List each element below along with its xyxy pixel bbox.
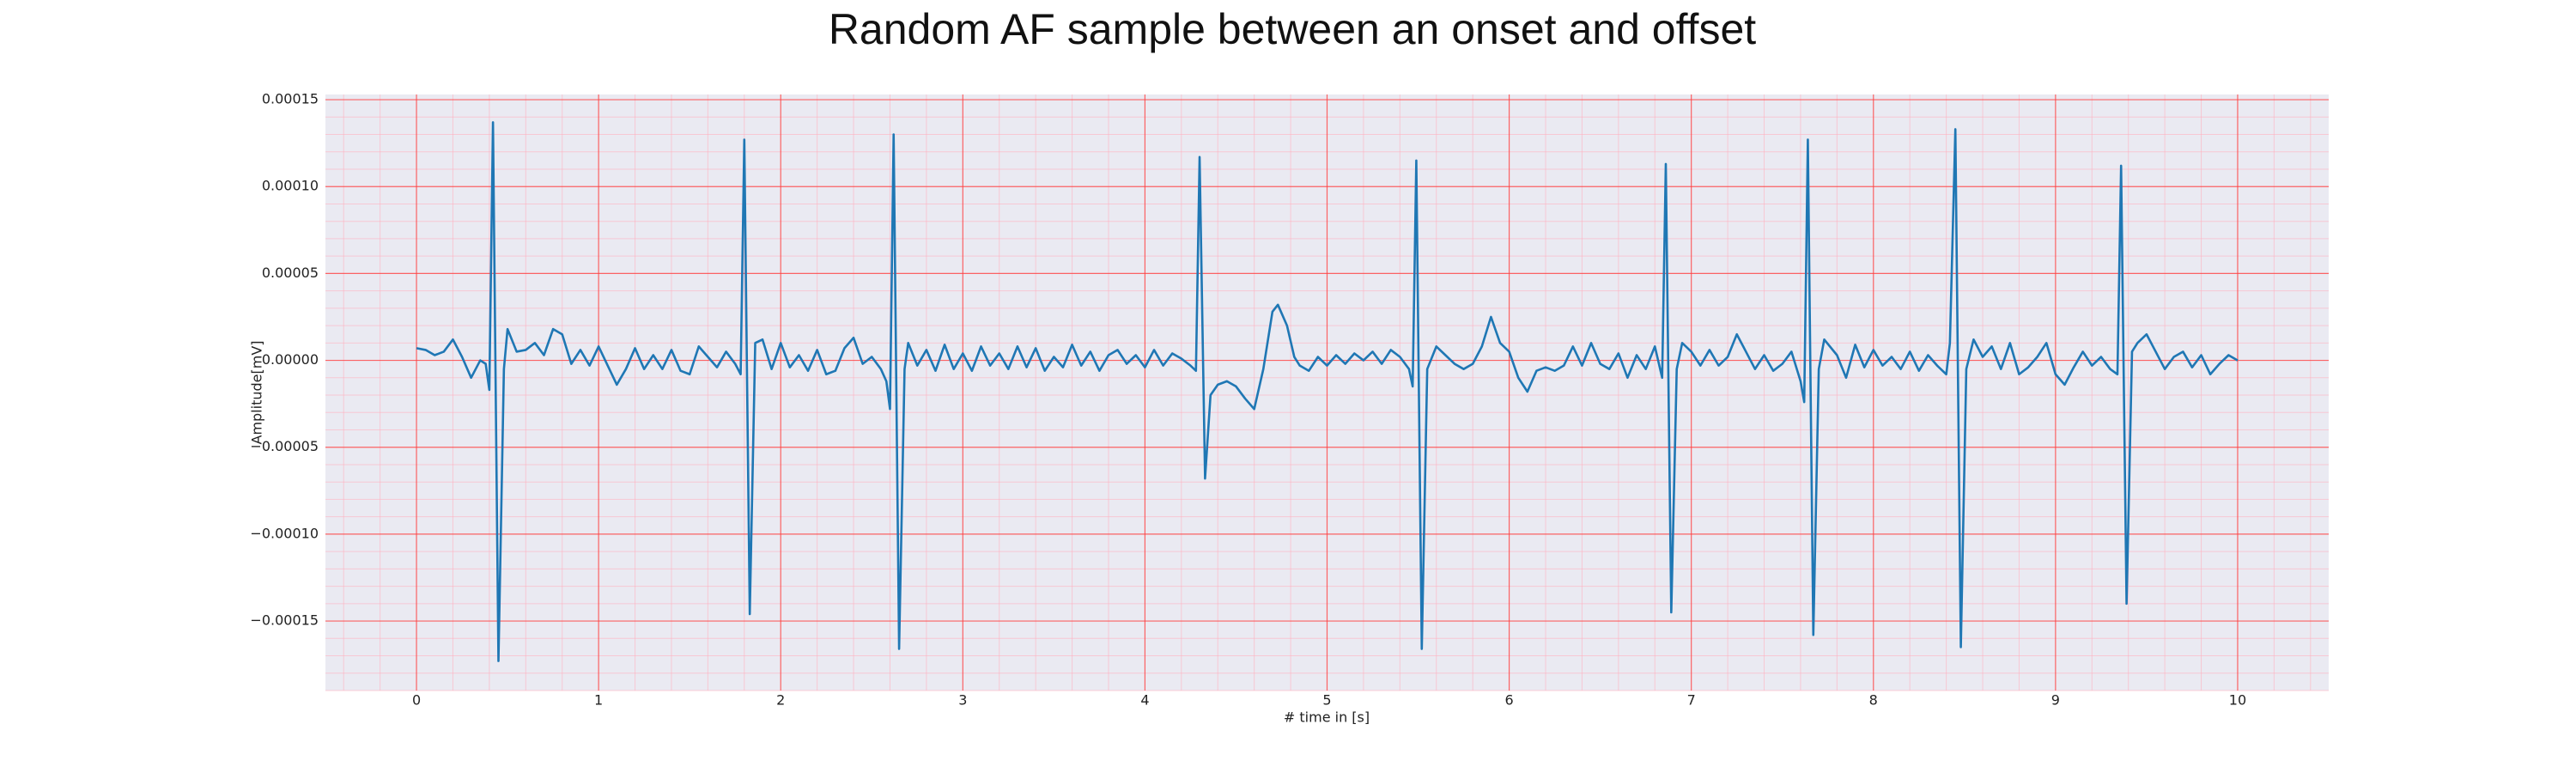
y-tick-label: 0.00005 (262, 265, 319, 281)
chart-title: Random AF sample between an onset and of… (829, 5, 1756, 53)
y-tick-label: −0.00005 (250, 438, 319, 454)
x-tick-label: 7 (1687, 692, 1696, 709)
x-tick-label: 5 (1322, 692, 1331, 709)
x-tick-label: 9 (2051, 692, 2060, 709)
y-tick-label: 0.00010 (262, 178, 319, 194)
x-tick-label: 8 (1869, 692, 1878, 709)
y-tick-label: 0.00015 (262, 91, 319, 107)
y-tick-label: 0.00000 (262, 351, 319, 368)
signal-line (416, 121, 2239, 662)
x-axis-label: # time in [s] (1284, 709, 1370, 726)
x-tick-label: 3 (958, 692, 967, 709)
x-tick-label: 1 (594, 692, 603, 709)
x-tick-label: 6 (1504, 692, 1513, 709)
y-tick-label: −0.00015 (250, 612, 319, 629)
y-tick-label: −0.00010 (250, 525, 319, 541)
x-tick-label: 0 (412, 692, 421, 709)
x-tick-label: 4 (1140, 692, 1149, 709)
x-tick-label: 10 (2229, 692, 2246, 709)
x-tick-label: 2 (776, 692, 785, 709)
y-axis-label: Amplitude[mV] (249, 340, 265, 444)
